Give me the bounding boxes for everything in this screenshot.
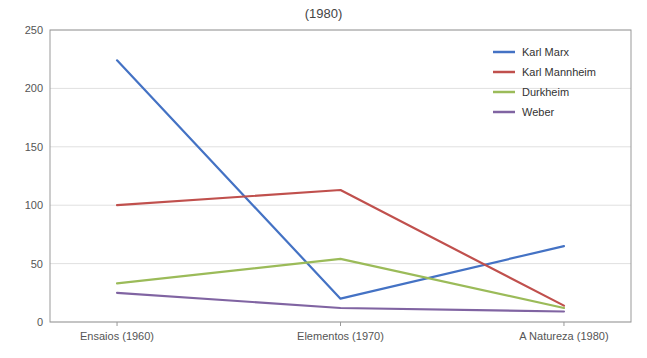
chart: (1980) 0 50 100 150 200 250 Ensaios (1960) Eleme… (0, 0, 647, 358)
series-line (117, 259, 564, 308)
y-tick-label: 100 (25, 199, 43, 211)
title: (1980) (305, 6, 343, 21)
legend: Karl Marx Karl Mannheim Durkheim Weber (493, 46, 596, 118)
legend-label: Karl Marx (522, 46, 570, 58)
legend-label: Weber (522, 106, 555, 118)
series-line (117, 293, 564, 312)
legend-label: Karl Mannheim (522, 66, 596, 78)
y-tick-label: 50 (31, 258, 43, 270)
grid-line (50, 146, 631, 147)
y-tick-label: 200 (25, 82, 43, 94)
x-axis: Ensaios (1960) Elementos (1970) A Natureza… (80, 322, 609, 342)
plot-frame (50, 30, 631, 322)
x-tick-label: A Natureza (1980) (519, 330, 608, 342)
legend-swatch (493, 51, 515, 54)
y-axis: 0 50 100 150 200 250 (25, 24, 631, 328)
x-tick-label: Ensaios (1960) (80, 330, 154, 342)
y-tick-label: 0 (37, 316, 43, 328)
x-tick-label: Elementos (1970) (297, 330, 384, 342)
legend-label: Durkheim (522, 86, 569, 98)
grid-line (50, 263, 631, 264)
legend-swatch (493, 71, 515, 74)
lines (117, 60, 564, 311)
x-tick (117, 322, 118, 326)
x-tick (340, 322, 341, 326)
series-line (117, 190, 564, 306)
series-line (117, 60, 564, 298)
y-tick-label: 250 (25, 24, 43, 36)
legend-swatch (493, 111, 515, 114)
x-tick (563, 322, 564, 326)
legend-swatch (493, 91, 515, 94)
y-tick-label: 150 (25, 141, 43, 153)
